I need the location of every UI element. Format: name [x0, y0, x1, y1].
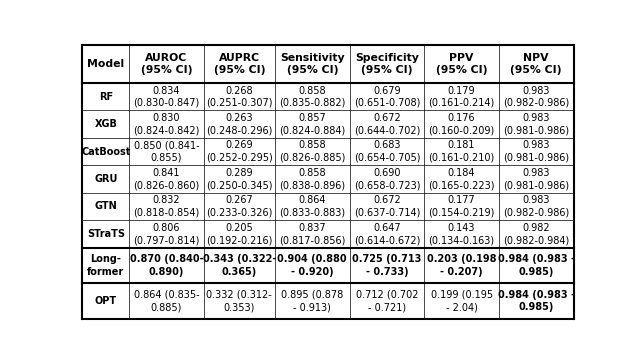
Text: GRU: GRU: [94, 174, 118, 184]
Text: 0.177
(0.154-0.219): 0.177 (0.154-0.219): [428, 195, 495, 218]
Text: AUROC
(95% CI): AUROC (95% CI): [141, 53, 192, 75]
Text: 0.205
(0.192-0.216): 0.205 (0.192-0.216): [206, 223, 273, 245]
Text: PPV
(95% CI): PPV (95% CI): [436, 53, 487, 75]
Text: STraTS: STraTS: [87, 229, 125, 239]
Text: 0.679
(0.651-0.708): 0.679 (0.651-0.708): [354, 86, 420, 108]
Text: 0.683
(0.654-0.705): 0.683 (0.654-0.705): [354, 140, 420, 163]
Text: Long-
former: Long- former: [87, 254, 124, 277]
Text: 0.179
(0.161-0.214): 0.179 (0.161-0.214): [428, 86, 495, 108]
Text: 0.837
(0.817-0.856): 0.837 (0.817-0.856): [279, 223, 346, 245]
Text: 0.289
(0.250-0.345): 0.289 (0.250-0.345): [206, 168, 273, 190]
Text: 0.858
(0.835-0.882): 0.858 (0.835-0.882): [279, 86, 346, 108]
Text: 0.895 (0.878
- 0.913): 0.895 (0.878 - 0.913): [281, 290, 344, 312]
Text: 0.143
(0.134-0.163): 0.143 (0.134-0.163): [429, 223, 495, 245]
Text: 0.267
(0.233-0.326): 0.267 (0.233-0.326): [206, 195, 273, 218]
Text: 0.864 (0.835-
0.885): 0.864 (0.835- 0.885): [134, 290, 199, 312]
Text: Sensitivity
(95% CI): Sensitivity (95% CI): [280, 53, 344, 75]
Text: Model: Model: [87, 59, 124, 69]
Text: 0.203 (0.198
- 0.207): 0.203 (0.198 - 0.207): [427, 254, 496, 277]
Text: 0.672
(0.644-0.702): 0.672 (0.644-0.702): [354, 113, 420, 135]
Text: 0.983
(0.982-0.986): 0.983 (0.982-0.986): [503, 86, 570, 108]
Text: 0.806
(0.797-0.814): 0.806 (0.797-0.814): [133, 223, 200, 245]
Text: 0.858
(0.826-0.885): 0.858 (0.826-0.885): [279, 140, 346, 163]
Text: 0.672
(0.637-0.714): 0.672 (0.637-0.714): [354, 195, 420, 218]
Text: 0.864
(0.833-0.883): 0.864 (0.833-0.883): [279, 195, 346, 218]
Text: CatBoost: CatBoost: [81, 147, 131, 157]
Text: 0.982
(0.982-0.984): 0.982 (0.982-0.984): [503, 223, 570, 245]
Text: 0.332 (0.312-
0.353): 0.332 (0.312- 0.353): [207, 290, 272, 312]
Text: 0.343 (0.322-
0.365): 0.343 (0.322- 0.365): [203, 254, 276, 277]
Text: 0.984 (0.983 -
0.985): 0.984 (0.983 - 0.985): [498, 290, 575, 312]
Text: 0.983
(0.981-0.986): 0.983 (0.981-0.986): [503, 140, 569, 163]
Text: 0.841
(0.826-0.860): 0.841 (0.826-0.860): [133, 168, 200, 190]
Text: 0.199 (0.195
- 2.04): 0.199 (0.195 - 2.04): [431, 290, 493, 312]
Text: NPV
(95% CI): NPV (95% CI): [511, 53, 562, 75]
Text: 0.830
(0.824-0.842): 0.830 (0.824-0.842): [133, 113, 200, 135]
Text: 0.834
(0.830-0.847): 0.834 (0.830-0.847): [133, 86, 200, 108]
Text: 0.870 (0.840-
0.890): 0.870 (0.840- 0.890): [130, 254, 204, 277]
Text: RF: RF: [99, 92, 113, 102]
Text: 0.712 (0.702
- 0.721): 0.712 (0.702 - 0.721): [356, 290, 418, 312]
Text: 0.647
(0.614-0.672): 0.647 (0.614-0.672): [354, 223, 420, 245]
Text: GTN: GTN: [95, 202, 117, 211]
Text: 0.176
(0.160-0.209): 0.176 (0.160-0.209): [428, 113, 495, 135]
Text: Specificity
(95% CI): Specificity (95% CI): [355, 53, 419, 75]
Text: 0.858
(0.838-0.896): 0.858 (0.838-0.896): [279, 168, 346, 190]
Text: 0.857
(0.824-0.884): 0.857 (0.824-0.884): [279, 113, 346, 135]
Text: 0.268
(0.251-0.307): 0.268 (0.251-0.307): [206, 86, 273, 108]
Text: 0.181
(0.161-0.210): 0.181 (0.161-0.210): [428, 140, 495, 163]
Text: 0.184
(0.165-0.223): 0.184 (0.165-0.223): [428, 168, 495, 190]
Text: 0.983
(0.982-0.986): 0.983 (0.982-0.986): [503, 195, 570, 218]
Text: 0.690
(0.658-0.723): 0.690 (0.658-0.723): [354, 168, 420, 190]
Text: 0.983
(0.981-0.986): 0.983 (0.981-0.986): [503, 168, 569, 190]
Text: 0.725 (0.713
- 0.733): 0.725 (0.713 - 0.733): [352, 254, 422, 277]
Text: OPT: OPT: [95, 296, 117, 306]
Text: 0.263
(0.248-0.296): 0.263 (0.248-0.296): [206, 113, 273, 135]
Text: 0.984 (0.983 -
0.985): 0.984 (0.983 - 0.985): [498, 254, 575, 277]
Text: 0.850 (0.841-
0.855): 0.850 (0.841- 0.855): [134, 140, 199, 163]
Text: 0.269
(0.252-0.295): 0.269 (0.252-0.295): [206, 140, 273, 163]
Text: AUPRC
(95% CI): AUPRC (95% CI): [214, 53, 265, 75]
Text: 0.832
(0.818-0.854): 0.832 (0.818-0.854): [133, 195, 200, 218]
Text: XGB: XGB: [94, 119, 117, 129]
Text: 0.904 (0.880
- 0.920): 0.904 (0.880 - 0.920): [278, 254, 347, 277]
Text: 0.983
(0.981-0.986): 0.983 (0.981-0.986): [503, 113, 569, 135]
